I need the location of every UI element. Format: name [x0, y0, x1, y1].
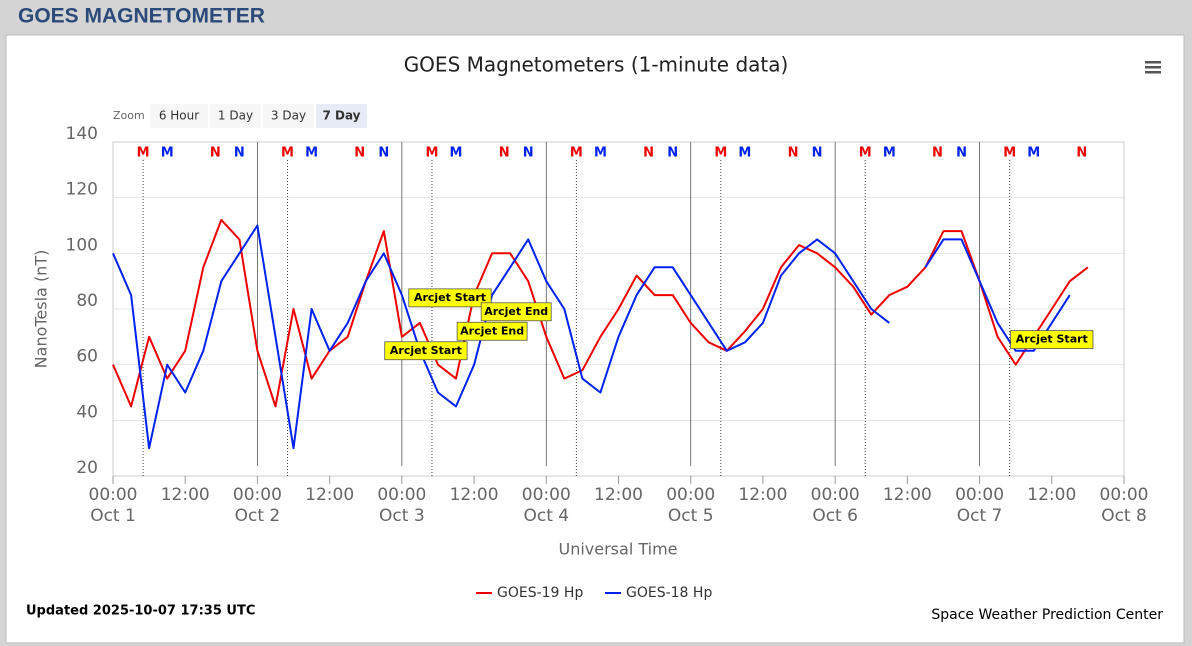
marker-label: M	[137, 146, 150, 161]
x-tick-label: 12:00	[161, 485, 210, 505]
marker-label: N	[932, 146, 943, 161]
zoom-button[interactable]	[263, 104, 314, 128]
zoom-button-label[interactable]: 7 Day	[322, 109, 360, 123]
legend-label[interactable]: GOES-18 Hp	[626, 585, 712, 601]
marker-label: M	[305, 146, 318, 161]
y-tick-label: 60	[76, 347, 98, 367]
marker-label: N	[354, 146, 365, 161]
annotation-box	[384, 341, 468, 361]
annotation-label: Arcjet End	[460, 324, 524, 337]
marker-label: M	[883, 146, 896, 161]
x-tick-label: 12:00	[883, 485, 932, 505]
x-tick-label: 12:00	[305, 485, 354, 505]
page-header: GOES MAGNETOMETER	[18, 5, 265, 28]
x-tick-label: 00:00	[522, 485, 571, 505]
x-tick-label: 00:00	[1100, 485, 1149, 505]
marker-label: N	[643, 146, 654, 161]
x-axis-title: Universal Time	[558, 540, 677, 559]
annotation-box	[456, 321, 528, 341]
x-tick-date: Oct 4	[523, 506, 569, 526]
y-tick-label: 80	[76, 291, 98, 311]
annotation-label: Arcjet Start	[1016, 333, 1088, 346]
marker-label: M	[570, 146, 583, 161]
annotation-box	[480, 302, 552, 322]
marker-label: M	[1027, 146, 1040, 161]
x-tick-date: Oct 1	[90, 506, 136, 526]
x-tick-label: 00:00	[89, 485, 138, 505]
x-tick-label: 00:00	[811, 485, 860, 505]
zoom-button-label[interactable]: 1 Day	[218, 109, 253, 123]
marker-label: M	[425, 146, 438, 161]
annotation-label: Arcjet Start	[390, 344, 462, 357]
annotation-label: Arcjet Start	[414, 291, 486, 304]
x-tick-date: Oct 2	[235, 506, 281, 526]
x-tick-label: 00:00	[955, 485, 1004, 505]
x-tick-label: 00:00	[233, 485, 282, 505]
chart-title: GOES Magnetometers (1-minute data)	[404, 53, 789, 77]
menu-icon[interactable]	[1145, 61, 1161, 74]
y-tick-label: 20	[76, 458, 98, 478]
marker-label: N	[499, 146, 510, 161]
x-tick-date: Oct 6	[812, 506, 858, 526]
zoom-button-label[interactable]: 3 Day	[271, 109, 306, 123]
zoom-button[interactable]	[150, 104, 208, 128]
marker-label: N	[812, 146, 823, 161]
y-axis-title: NanoTesla (nT)	[32, 250, 51, 369]
zoom-button[interactable]	[316, 104, 367, 128]
y-tick-label: 140	[66, 124, 98, 144]
annotation-box	[408, 288, 492, 308]
x-tick-label: 12:00	[450, 485, 499, 505]
marker-label: N	[1076, 146, 1087, 161]
marker-label: N	[234, 146, 245, 161]
y-tick-label: 100	[66, 235, 98, 255]
x-tick-label: 12:00	[738, 485, 787, 505]
x-tick-label: 00:00	[377, 485, 426, 505]
marker-label: N	[667, 146, 678, 161]
x-tick-label: 12:00	[594, 485, 643, 505]
marker-label: N	[523, 146, 534, 161]
updated-note: Updated 2025-10-07 17:35 UTC	[26, 604, 255, 619]
marker-label: M	[450, 146, 463, 161]
marker-label: M	[281, 146, 294, 161]
marker-label: N	[210, 146, 221, 161]
x-tick-date: Oct 7	[957, 506, 1003, 526]
x-tick-date: Oct 3	[379, 506, 425, 526]
annotation-box	[1010, 330, 1094, 350]
credit: Space Weather Prediction Center	[931, 607, 1163, 623]
marker-label: M	[738, 146, 751, 161]
marker-label: M	[859, 146, 872, 161]
marker-label: M	[594, 146, 607, 161]
marker-label: N	[956, 146, 967, 161]
marker-label: N	[378, 146, 389, 161]
legend-label[interactable]: GOES-19 Hp	[497, 585, 583, 601]
annotation-label: Arcjet End	[484, 305, 548, 318]
x-tick-label: 12:00	[1027, 485, 1076, 505]
zoom-button[interactable]	[210, 104, 261, 128]
zoom-label: Zoom	[113, 109, 145, 122]
marker-label: M	[161, 146, 174, 161]
y-tick-label: 40	[76, 402, 98, 422]
x-tick-date: Oct 5	[668, 506, 714, 526]
marker-label: N	[788, 146, 799, 161]
x-tick-label: 00:00	[666, 485, 715, 505]
marker-label: M	[1003, 146, 1016, 161]
zoom-button-label[interactable]: 6 Hour	[159, 109, 199, 123]
y-tick-label: 120	[66, 180, 98, 200]
panel	[5, 34, 1185, 644]
x-tick-date: Oct 8	[1101, 506, 1147, 526]
marker-label: M	[714, 146, 727, 161]
